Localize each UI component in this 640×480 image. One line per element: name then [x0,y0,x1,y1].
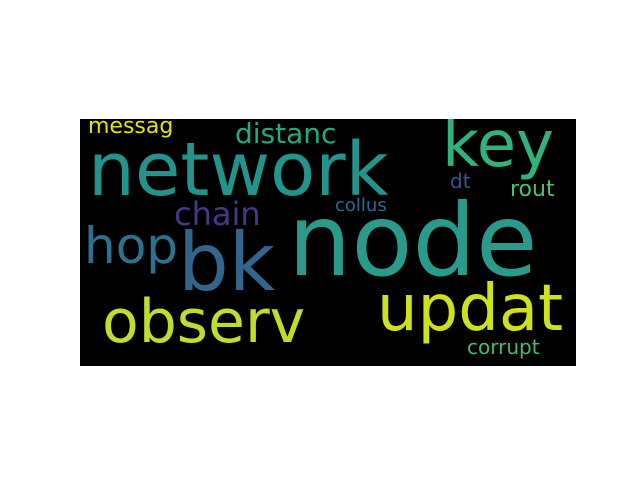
word-chain: chain [174,195,261,233]
word-distanc: distanc [235,119,337,150]
word-dt: dt [450,169,471,193]
word-hop: hop [84,217,179,275]
word-messag: messag [88,119,174,139]
word-corrupt: corrupt [467,335,540,359]
word-cloud: node network key bk updat observ hop cha… [80,119,576,366]
word-observ: observ [102,287,306,357]
word-bk: bk [178,216,276,309]
word-rout: rout [510,177,555,202]
word-key: key [442,119,555,182]
word-node: node [288,182,538,299]
word-network: network [88,127,389,213]
word-updat: updat [377,272,564,346]
word-collus: collus [335,195,387,216]
